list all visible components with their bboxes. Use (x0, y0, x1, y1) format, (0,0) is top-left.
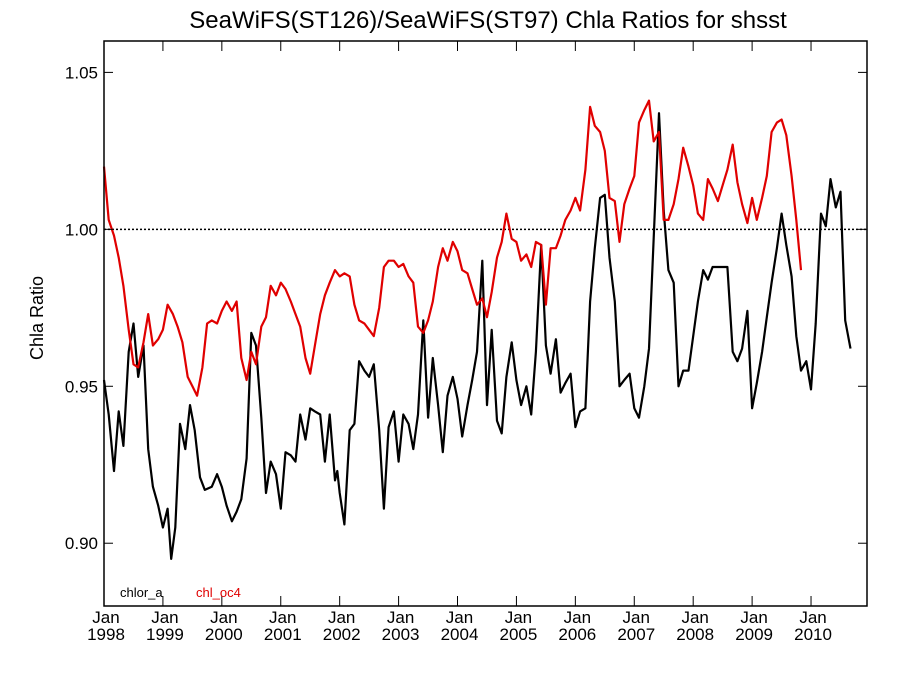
x-tick-year-label: 2009 (735, 625, 773, 644)
x-tick-year-label: 1998 (87, 625, 125, 644)
x-axis-ticks: Jan1998Jan1999Jan2000Jan2001Jan2002Jan20… (87, 41, 832, 644)
x-tick-year-label: 2007 (617, 625, 655, 644)
x-tick-month-label: Jan (564, 608, 591, 627)
x-tick-month-label: Jan (328, 608, 355, 627)
legend-label-chl-oc4: chl_oc4 (196, 585, 241, 600)
x-tick-month-label: Jan (505, 608, 532, 627)
y-axis-label: Chla Ratio (27, 276, 47, 360)
y-tick-label: 1.05 (65, 63, 98, 82)
x-tick-month-label: Jan (387, 608, 414, 627)
series-group (102, 99, 852, 560)
legend: chlor_a chl_oc4 (120, 585, 241, 600)
x-tick-month-label: Jan (799, 608, 826, 627)
x-tick-year-label: 2002 (323, 625, 361, 644)
x-tick-year-label: 2000 (205, 625, 243, 644)
y-tick-label: 1.00 (65, 220, 98, 239)
x-tick-month-label: Jan (210, 608, 237, 627)
x-tick-month-label: Jan (740, 608, 767, 627)
y-tick-label: 0.90 (65, 534, 98, 553)
x-tick-year-label: 2010 (794, 625, 832, 644)
series-line-chlor-a (102, 112, 852, 560)
x-tick-year-label: 2004 (441, 625, 479, 644)
x-tick-month-label: Jan (623, 608, 650, 627)
x-tick-year-label: 2006 (558, 625, 596, 644)
series-line-chl-oc4 (102, 99, 803, 397)
legend-label-chlor-a: chlor_a (120, 585, 163, 600)
x-tick-month-label: Jan (446, 608, 473, 627)
x-tick-year-label: 2008 (676, 625, 714, 644)
y-tick-label: 0.95 (65, 377, 98, 396)
y-axis-ticks: 0.90 0.95 1.00 1.05 (65, 63, 867, 553)
x-tick-year-label: 2005 (500, 625, 538, 644)
x-tick-year-label: 2001 (264, 625, 302, 644)
x-tick-month-label: Jan (151, 608, 178, 627)
chart-title: SeaWiFS(ST126)/SeaWiFS(ST97) Chla Ratios… (189, 7, 787, 34)
x-tick-month-label: Jan (681, 608, 708, 627)
x-tick-month-label: Jan (269, 608, 296, 627)
x-tick-year-label: 2003 (382, 625, 420, 644)
x-tick-year-label: 1999 (146, 625, 184, 644)
plot-frame (103, 40, 868, 607)
x-tick-month-label: Jan (92, 608, 119, 627)
